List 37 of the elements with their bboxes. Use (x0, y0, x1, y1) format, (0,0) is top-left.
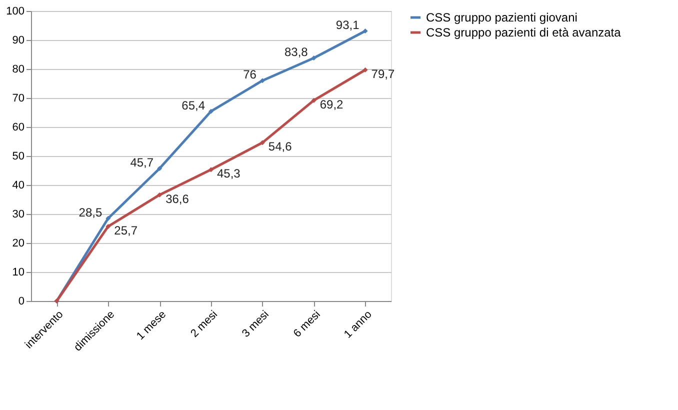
point (260, 78, 265, 84)
data-label: 76 (243, 68, 257, 82)
data-label: 83,8 (284, 44, 308, 59)
y-tick-label: 50 (12, 150, 24, 162)
point (106, 216, 111, 221)
y-tick-label: 10 (12, 266, 24, 278)
point (362, 28, 368, 34)
point (208, 167, 214, 172)
data-label: 28,5 (78, 205, 102, 220)
data-label: 45,7 (130, 155, 154, 170)
data-label: 45,3 (217, 166, 241, 181)
data-label: 25,7 (114, 223, 138, 238)
point (157, 166, 162, 171)
point (311, 98, 316, 103)
y-tick-label: 80 (12, 64, 24, 76)
data-label: 69,2 (320, 97, 344, 112)
point (208, 108, 214, 114)
point (260, 140, 265, 146)
data-label: 93,1 (336, 18, 360, 32)
data-label: 65,4 (182, 98, 206, 112)
data-label: 36,6 (166, 192, 190, 206)
y-tick-label: 40 (12, 180, 24, 192)
legend-label: CSS gruppo pazienti giovani (426, 10, 578, 24)
y-tick-label: 20 (12, 238, 24, 250)
point (106, 224, 111, 229)
y-tick-label: 60 (12, 122, 24, 134)
data-label: 79,7 (371, 66, 395, 81)
y-tick-label: 0 (18, 296, 24, 308)
point (362, 67, 368, 72)
y-tick-label: 30 (12, 208, 24, 220)
y-tick-label: 90 (12, 34, 24, 46)
point (311, 55, 316, 60)
data-label: 54,6 (268, 140, 292, 154)
legend-label: CSS gruppo pazienti di età avanzata (426, 26, 622, 40)
y-tick-label: 70 (12, 92, 24, 104)
y-tick-label: 100 (6, 6, 24, 18)
point (157, 192, 162, 198)
